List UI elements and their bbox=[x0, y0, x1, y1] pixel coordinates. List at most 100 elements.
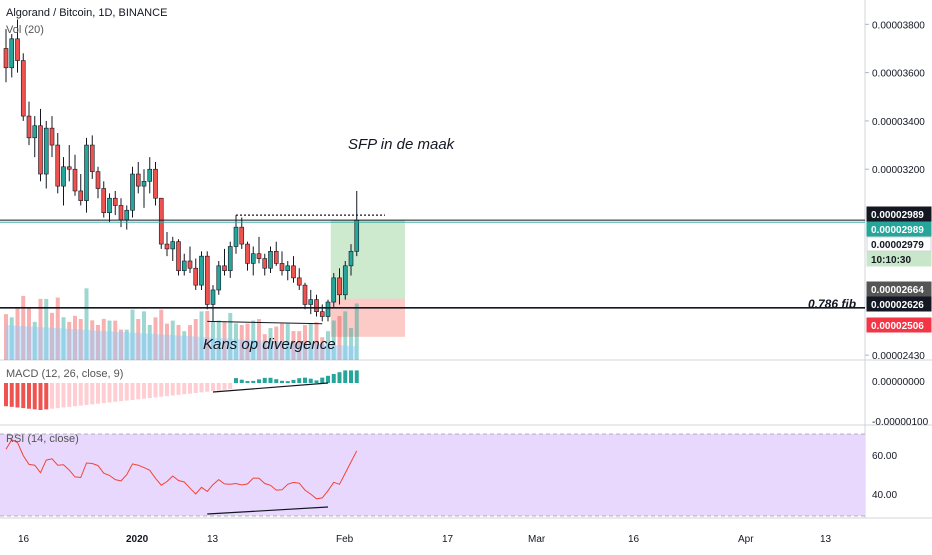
indicator-tick-label: 0.00000000 bbox=[872, 377, 925, 388]
divergence-annotation[interactable]: Kans op divergence bbox=[203, 336, 336, 353]
sfp-annotation[interactable]: SFP in de maak bbox=[345, 135, 458, 154]
volume-bar bbox=[354, 303, 359, 360]
volume-bar bbox=[331, 320, 336, 360]
macd-bar bbox=[274, 379, 279, 383]
candle-body bbox=[187, 260, 193, 269]
volume-legend[interactable]: Vol (20) bbox=[6, 24, 44, 36]
time-axis[interactable]: 16 2020 13 Feb 17 Mar 16 Apr 13 bbox=[18, 534, 832, 545]
macd-bar bbox=[280, 380, 284, 383]
macd-bar bbox=[38, 383, 43, 410]
candle-body bbox=[176, 241, 181, 271]
volume-bar bbox=[251, 320, 256, 360]
volume-bar bbox=[107, 320, 112, 360]
price-axis[interactable]: 0.00003800 0.00003600 0.00003400 0.00003200… bbox=[865, 20, 932, 501]
candle-body bbox=[337, 277, 342, 296]
price-tick-label: 0.00003400 bbox=[872, 117, 925, 128]
macd-bar bbox=[216, 383, 221, 391]
rsi-legend[interactable]: RSI (14, close) bbox=[6, 433, 79, 445]
macd-bar bbox=[251, 380, 256, 383]
candle-body bbox=[164, 243, 170, 250]
candle-body bbox=[348, 251, 354, 267]
macd-legend[interactable]: MACD (12, 26, close, 9) bbox=[6, 368, 124, 380]
candle-body bbox=[210, 289, 216, 305]
price-tag bbox=[866, 296, 932, 312]
candle-body bbox=[141, 180, 147, 187]
volume-bar bbox=[228, 312, 233, 360]
volume-bar bbox=[297, 331, 302, 360]
candle-body bbox=[55, 144, 61, 187]
candle-body bbox=[222, 265, 227, 271]
volume-bar bbox=[147, 324, 152, 360]
symbol-title[interactable]: Algorand / Bitcoin, 1D, BINANCE bbox=[6, 7, 168, 19]
candle-body bbox=[268, 251, 273, 269]
macd-bar bbox=[4, 383, 8, 407]
volume-bar bbox=[262, 334, 267, 360]
candle-body bbox=[118, 205, 124, 221]
candles bbox=[3, 19, 360, 322]
volume-bar bbox=[113, 320, 118, 360]
candle-body bbox=[61, 166, 66, 187]
candle-body bbox=[153, 168, 158, 199]
volume-bar bbox=[119, 329, 123, 360]
price-tag bbox=[866, 281, 932, 297]
drawn-lines bbox=[0, 214, 865, 325]
macd-bar bbox=[257, 379, 261, 383]
time-tick-label: Feb bbox=[336, 534, 354, 545]
macd-bar bbox=[297, 378, 302, 383]
volume-bar bbox=[165, 323, 169, 360]
price-tick-label: 0.00003800 bbox=[872, 20, 925, 31]
macd-histogram bbox=[4, 370, 359, 410]
rsi-divergence-line bbox=[207, 506, 329, 515]
candle-body bbox=[273, 251, 279, 264]
volume-bar bbox=[239, 325, 244, 360]
candle-body bbox=[302, 284, 308, 305]
candle-body bbox=[130, 173, 135, 211]
volume-bar bbox=[274, 326, 279, 360]
macd-bar bbox=[101, 383, 106, 404]
price-tag bbox=[866, 251, 932, 267]
macd-bar bbox=[262, 377, 267, 383]
volume-bar bbox=[67, 321, 72, 360]
volume-bar bbox=[188, 325, 192, 360]
candle-body bbox=[158, 197, 164, 245]
candle-body bbox=[9, 38, 15, 69]
candle-body bbox=[279, 263, 285, 271]
rsi-band bbox=[0, 434, 865, 516]
candle-body bbox=[308, 299, 314, 305]
price-tag-label: 10:10:30 bbox=[871, 255, 911, 266]
candle-body bbox=[3, 48, 9, 69]
macd-bar bbox=[308, 378, 313, 383]
macd-bar bbox=[107, 383, 112, 403]
volume-bar bbox=[136, 319, 141, 360]
macd-bar bbox=[285, 381, 290, 383]
macd-bar bbox=[124, 383, 129, 401]
candle-body bbox=[84, 144, 89, 201]
macd-bar bbox=[234, 378, 238, 383]
macd-bar bbox=[32, 383, 37, 410]
volume-bar bbox=[73, 315, 77, 360]
candle-body bbox=[78, 190, 84, 201]
candle-body bbox=[15, 38, 20, 61]
price-tag bbox=[866, 317, 932, 333]
price-tag bbox=[866, 221, 932, 237]
candle-body bbox=[181, 260, 187, 271]
volume-bar bbox=[205, 311, 210, 360]
macd-bar bbox=[343, 370, 348, 383]
candle-body bbox=[107, 197, 112, 213]
candle-body bbox=[147, 168, 153, 182]
price-tag-label: 0.00002664 bbox=[871, 285, 924, 296]
candle-body bbox=[26, 115, 32, 139]
indicator-tick-label: 60.00 bbox=[872, 451, 897, 462]
macd-bar bbox=[50, 383, 54, 409]
volume-bar bbox=[9, 317, 14, 360]
candle-body bbox=[38, 125, 43, 175]
candle-body bbox=[314, 299, 319, 313]
candle-body bbox=[112, 197, 118, 206]
macd-bar bbox=[113, 383, 118, 402]
volume-bar bbox=[101, 318, 106, 360]
price-tag-label: 0.00002506 bbox=[871, 321, 924, 332]
candle-body bbox=[342, 265, 348, 296]
candle-body bbox=[32, 125, 38, 139]
price-divergence-line bbox=[207, 320, 323, 325]
